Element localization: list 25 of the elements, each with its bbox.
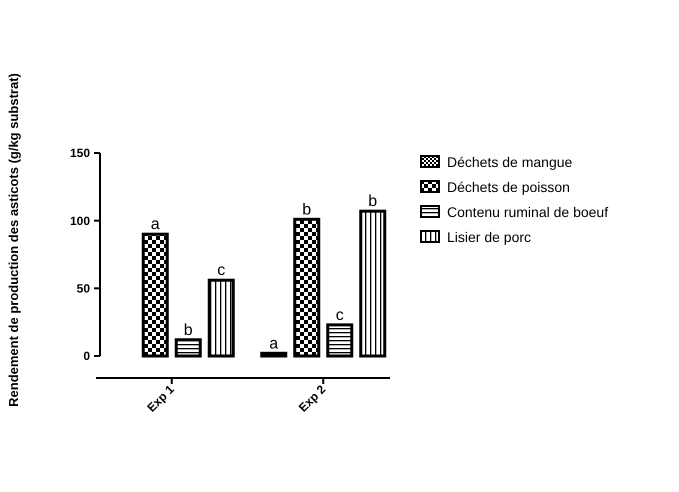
- data-label: a: [269, 335, 278, 352]
- y-tick-label: 150: [70, 146, 90, 160]
- x-tick-label: Exp 2: [296, 382, 329, 415]
- bar: [142, 232, 169, 358]
- bar: [326, 323, 354, 358]
- y-tick-label: 100: [70, 214, 90, 228]
- bar: [260, 352, 288, 358]
- bar: [174, 338, 202, 358]
- data-label: c: [217, 262, 226, 280]
- y-axis-title: Rendement de production des asticots (g/kg substrat): [6, 73, 21, 407]
- legend-label: Déchets de mangue: [447, 154, 573, 170]
- legend-label: Lisier de porc: [447, 228, 532, 245]
- data-label: b: [368, 193, 378, 210]
- bar: [293, 218, 320, 358]
- x-tick-label: Exp 1: [144, 382, 178, 415]
- legend-label: Déchets de poisson: [447, 178, 570, 195]
- legend-label: Contenu ruminal de boeuf: [447, 204, 608, 220]
- data-label: c: [336, 306, 344, 324]
- y-tick-label: 0: [83, 349, 90, 364]
- data-label: b: [302, 201, 312, 218]
- bar: [359, 210, 386, 358]
- y-tick-label: 50: [76, 282, 90, 296]
- data-label: b: [184, 322, 193, 339]
- bar: [208, 278, 235, 358]
- data-label: a: [150, 216, 160, 234]
